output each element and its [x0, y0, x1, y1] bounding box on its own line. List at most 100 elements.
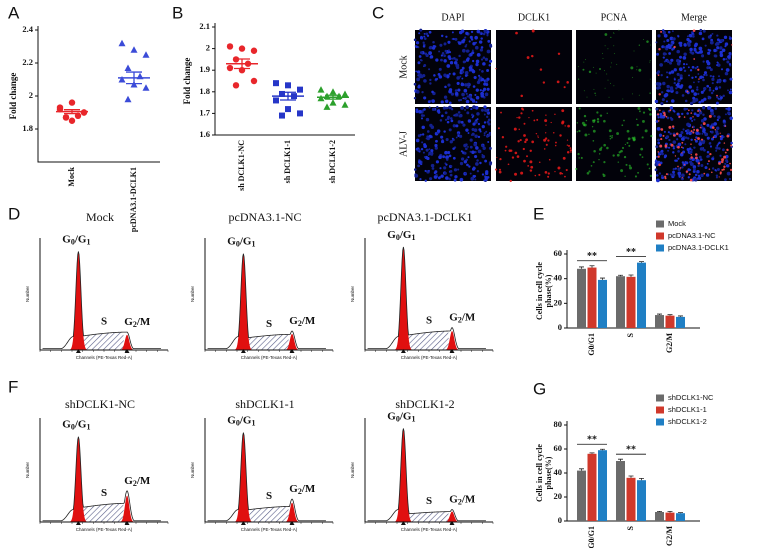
histogram-outline	[367, 428, 486, 522]
nucleus	[445, 52, 448, 55]
signal	[616, 153, 620, 157]
phase-label-part: /G	[239, 235, 252, 247]
nucleus	[672, 109, 675, 112]
nucleus	[682, 147, 685, 149]
y-tick-label: 1.9	[199, 64, 210, 74]
nucleus	[415, 41, 420, 45]
bar	[598, 279, 607, 328]
nucleus	[475, 59, 480, 64]
micrograph	[415, 30, 491, 104]
peak-marker	[75, 521, 81, 525]
signal	[625, 163, 628, 166]
signal	[561, 173, 564, 175]
nucleus	[715, 174, 719, 177]
nucleus	[423, 144, 428, 149]
nucleus	[487, 133, 491, 137]
nucleus	[486, 31, 489, 34]
nucleus	[442, 106, 447, 110]
nucleus	[486, 115, 489, 119]
nucleus	[466, 82, 470, 86]
error-bar	[600, 277, 605, 280]
nucleus	[712, 75, 715, 78]
bar	[598, 450, 607, 521]
nucleus	[666, 116, 670, 120]
bar	[665, 512, 675, 521]
nucleus	[448, 101, 452, 105]
nucleus	[447, 55, 451, 59]
nucleus	[449, 173, 453, 177]
nucleus	[428, 46, 432, 50]
nucleus	[444, 49, 448, 53]
signal	[523, 159, 526, 163]
phase-label-part: /G	[399, 228, 412, 240]
nucleus	[476, 169, 480, 173]
nucleus	[419, 178, 422, 181]
plot-title: pcDNA3.1-NC	[229, 210, 302, 224]
signal	[627, 137, 631, 141]
nucleus	[483, 134, 486, 137]
nucleus	[727, 55, 731, 59]
nucleus	[469, 35, 473, 39]
signal	[631, 77, 633, 79]
nucleus	[718, 75, 720, 78]
nucleus	[687, 66, 690, 69]
nucleus	[694, 42, 698, 47]
nucleus	[676, 72, 680, 76]
signal	[699, 110, 701, 112]
signal	[693, 58, 696, 60]
signal	[595, 94, 597, 96]
signal	[604, 33, 608, 36]
signal	[694, 153, 698, 156]
nucleus	[453, 178, 457, 182]
nucleus	[450, 165, 453, 168]
phase-label-part: /M	[301, 314, 316, 326]
dot	[279, 90, 285, 97]
signal	[525, 138, 528, 142]
signal	[623, 155, 627, 159]
nucleus	[478, 128, 482, 131]
signal	[505, 145, 508, 148]
nucleus	[437, 72, 441, 76]
nucleus	[454, 91, 459, 96]
nucleus	[665, 44, 669, 49]
y-axis-label: Number	[190, 286, 195, 303]
signal	[598, 158, 600, 161]
nucleus	[475, 162, 479, 166]
phase-label: S	[266, 318, 272, 330]
nucleus	[457, 88, 461, 92]
nucleus	[413, 96, 417, 100]
histogram-outline	[207, 432, 326, 522]
nucleus	[480, 58, 484, 61]
signal	[656, 113, 660, 116]
nucleus	[679, 152, 684, 157]
nucleus	[679, 76, 683, 80]
nucleus	[464, 83, 468, 87]
nucleus	[418, 150, 421, 153]
nucleus	[730, 141, 733, 145]
signal	[686, 90, 689, 93]
signal	[524, 140, 527, 144]
nucleus	[420, 114, 424, 117]
signal	[577, 152, 580, 156]
nucleus	[475, 101, 478, 104]
nucleus	[461, 39, 465, 44]
signal	[712, 136, 715, 139]
signal	[688, 173, 691, 176]
nucleus	[468, 69, 472, 72]
nucleus	[671, 48, 674, 51]
significance-label: **	[626, 247, 636, 258]
signal	[610, 66, 612, 68]
nucleus	[716, 96, 719, 99]
phase-label-part: G	[387, 228, 396, 240]
signal	[613, 32, 615, 34]
nucleus	[668, 146, 671, 149]
signal	[520, 112, 523, 115]
nucleus	[715, 130, 719, 134]
nucleus	[657, 141, 661, 145]
signal	[581, 121, 585, 125]
y-axis-label: Number	[190, 462, 195, 479]
signal	[674, 155, 677, 157]
panel-letter: C	[372, 3, 384, 22]
phase-label-part: /M	[461, 311, 476, 323]
nucleus	[676, 61, 681, 66]
